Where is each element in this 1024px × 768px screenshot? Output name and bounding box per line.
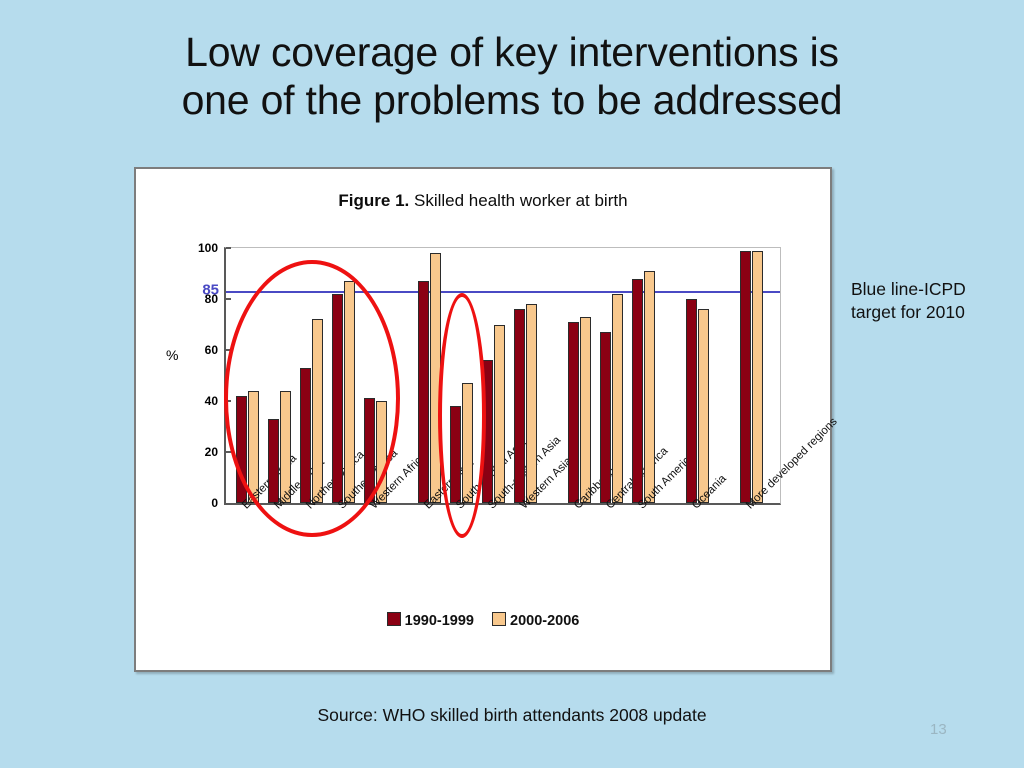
y-axis-tick-mark	[226, 298, 231, 300]
chart-plot-area: 0 20 40 60 80 100 85 Eastern AfricaMiddle Afric…	[198, 241, 840, 538]
legend-item[interactable]: 1990-1999	[386, 612, 474, 629]
bar-period1[interactable]	[300, 367, 311, 503]
bar-group: More developed regions	[740, 248, 840, 511]
y-axis-tick-mark	[226, 400, 231, 402]
bar-period1[interactable]	[418, 281, 429, 503]
target-line	[226, 291, 780, 294]
y-axis-tick-80: 80	[204, 292, 218, 306]
figure-caption: Figure 1. Skilled health worker at birth	[136, 191, 830, 211]
bar-group: Northern Africa	[300, 248, 367, 511]
target-line-annotation-line-1: Blue line-ICPD	[851, 279, 966, 299]
chart-legend: 1990-1999 2000-2006	[136, 612, 830, 629]
bar-group: Eastern Africa	[236, 248, 299, 511]
bar-group: Southern Africa	[332, 248, 400, 511]
bar-period1[interactable]	[686, 299, 697, 503]
bar-group: South America	[632, 248, 697, 511]
bar-period2[interactable]	[376, 401, 387, 503]
bar-group: South-eastern Asia	[482, 248, 563, 511]
bar-period1[interactable]	[482, 360, 493, 503]
legend-label: 1990-1999	[404, 613, 474, 629]
page-title-line-1: Low coverage of key interventions is	[185, 29, 839, 75]
page-number: 13	[930, 721, 947, 738]
figure-caption-number: Figure 1.	[338, 191, 410, 210]
figure-card: Figure 1. Skilled health worker at birth…	[134, 167, 840, 674]
y-axis-tick-60: 60	[204, 343, 218, 357]
bar-period1[interactable]	[514, 309, 525, 503]
bar-period2[interactable]	[752, 250, 763, 503]
legend-item[interactable]: 2000-2006	[492, 612, 580, 629]
bar-period2[interactable]	[462, 383, 473, 503]
bar-period2[interactable]	[430, 253, 441, 503]
bar-period1[interactable]	[450, 406, 461, 503]
source-note: Source: WHO skilled birth attendants 200…	[317, 705, 707, 725]
bar-period1[interactable]	[236, 395, 247, 503]
bar-group: Central America	[600, 248, 670, 511]
bar-period1[interactable]	[740, 250, 751, 503]
legend-swatch	[492, 612, 506, 626]
bar-group: South-central Asia	[450, 248, 528, 511]
bar-period2[interactable]	[526, 304, 537, 503]
bar-period1[interactable]	[632, 278, 643, 503]
page-title: Low coverage of key interventions is one…	[40, 28, 984, 125]
bar-period2[interactable]	[612, 293, 623, 503]
figure-caption-text: Skilled health worker at birth	[409, 191, 628, 210]
bar-period1[interactable]	[600, 332, 611, 503]
bar-period2[interactable]	[248, 390, 259, 503]
bar-period2[interactable]	[344, 281, 355, 503]
bar-period1[interactable]	[268, 418, 279, 503]
y-axis-tick-100: 100	[197, 241, 218, 255]
bar-period2[interactable]	[280, 390, 291, 503]
bar-group: Oceania	[686, 248, 729, 511]
y-axis-tick-0: 0	[211, 496, 218, 510]
y-axis-tick-20: 20	[204, 445, 218, 459]
y-axis-title: %	[166, 347, 179, 363]
y-axis-tick-mark	[226, 247, 231, 249]
bar-period2[interactable]	[644, 270, 655, 503]
bar-group: Western Africa	[364, 248, 429, 511]
bar-group: Eastern Asia	[418, 248, 476, 511]
bar-period2[interactable]	[494, 324, 505, 503]
bar-group: Middle Africa	[268, 248, 327, 511]
bar-period2[interactable]	[698, 309, 709, 503]
bar-period2[interactable]	[580, 316, 591, 503]
page-title-line-2: one of the problems to be addressed	[181, 77, 843, 124]
chart-plot-wrapper: % 0 20 40 60 80 100 85 Eastern AfricaMiddle Afr…	[136, 169, 840, 674]
bar-period1[interactable]	[568, 321, 579, 503]
y-axis-tick-mark	[226, 451, 231, 453]
target-line-value-label: 85	[202, 281, 219, 299]
bar-period2[interactable]	[312, 319, 323, 503]
y-axis-tick-40: 40	[204, 394, 218, 408]
bar-group: Western Asia	[514, 248, 574, 511]
legend-label: 2000-2006	[510, 613, 580, 629]
y-axis-tick-mark	[226, 349, 231, 351]
bar-group: Caribbean	[568, 248, 618, 511]
target-line-annotation-line-2: target for 2010	[851, 302, 965, 323]
bar-period1[interactable]	[332, 293, 343, 503]
legend-swatch	[386, 612, 401, 626]
bar-period1[interactable]	[364, 398, 375, 503]
target-line-annotation: Blue line-ICPD target for 2010	[851, 278, 1021, 324]
